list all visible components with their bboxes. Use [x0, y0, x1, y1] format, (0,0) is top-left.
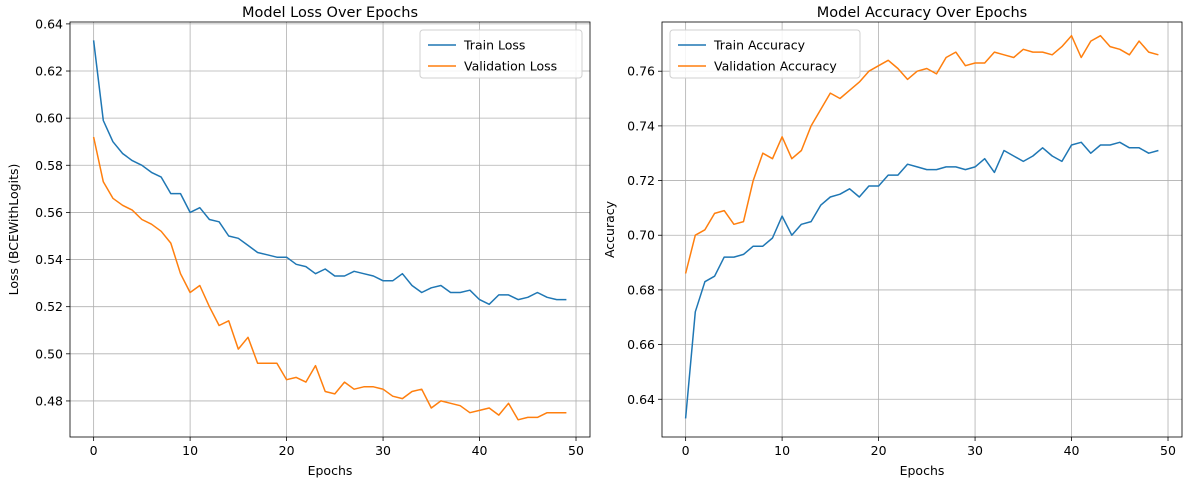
y-tick-label: 0.56	[35, 205, 63, 220]
chart-panel-accuracy: 0 10 20 30 40 50 0.64 0.66 0.68 0.70 0.72 0.74 0.76 M…	[602, 5, 1183, 478]
y-tick-label: 0.66	[627, 337, 655, 352]
y-tick-label: 0.68	[627, 282, 655, 297]
x-axis-label: Epochs	[308, 463, 353, 478]
x-tick-label: 20	[871, 443, 887, 458]
legend-label: Validation Loss	[464, 59, 557, 74]
y-tick-label: 0.76	[627, 64, 655, 79]
x-tick-label: 30	[375, 443, 391, 458]
x-tick-label: 0	[682, 443, 690, 458]
y-tick-label: 0.52	[35, 299, 63, 314]
x-tick-label: 40	[1064, 443, 1080, 458]
y-tick-label: 0.48	[35, 393, 63, 408]
y-tick-label: 0.74	[627, 118, 655, 133]
legend: Train Accuracy Validation Accuracy	[669, 29, 861, 79]
x-tick-label: 20	[279, 443, 295, 458]
series-line-validation-loss	[92, 136, 567, 421]
chart-title: Model Loss Over Epochs	[242, 5, 418, 21]
y-axis-label: Loss (BCEWithLogits)	[6, 164, 21, 296]
chart-title: Model Accuracy Over Epochs	[817, 5, 1027, 21]
x-axis-label: Epochs	[900, 463, 945, 478]
x-tick-label: 40	[472, 443, 488, 458]
y-tick-label: 0.72	[627, 173, 655, 188]
series-line-train-accuracy	[684, 141, 1159, 419]
legend-label: Train Loss	[463, 38, 525, 53]
y-tick-label: 0.58	[35, 158, 63, 173]
legend-box	[419, 29, 583, 79]
y-tick-label: 0.62	[35, 64, 63, 79]
x-tick-label: 50	[1160, 443, 1176, 458]
y-tick-label: 0.54	[35, 252, 63, 267]
y-tick-label: 0.64	[627, 392, 655, 407]
x-tick-label: 10	[774, 443, 790, 458]
y-tick-label: 0.60	[35, 111, 63, 126]
x-tick-label: 50	[568, 443, 584, 458]
y-tick-label: 0.70	[627, 228, 655, 243]
series-line-validation-accuracy	[684, 34, 1159, 274]
x-tick-label: 0	[90, 443, 98, 458]
x-tick-label: 10	[182, 443, 198, 458]
y-axis-label: Accuracy	[602, 200, 617, 258]
series-line-train-loss	[92, 40, 567, 306]
legend-label: Validation Accuracy	[714, 59, 837, 74]
x-tick-label: 30	[967, 443, 983, 458]
legend-label: Train Accuracy	[713, 38, 806, 53]
plot-area-frame	[661, 21, 1183, 438]
y-tick-label: 0.50	[35, 346, 63, 361]
y-tick-label: 0.64	[35, 16, 63, 31]
chart-panel-loss: 0 10 20 30 40 50 0.48 0.50 0.52 0.54 0.56 0.58 0.60 0…	[6, 5, 591, 478]
legend: Train Loss Validation Loss	[419, 29, 583, 79]
plot-area-frame	[69, 21, 591, 438]
legend-box	[669, 29, 861, 79]
